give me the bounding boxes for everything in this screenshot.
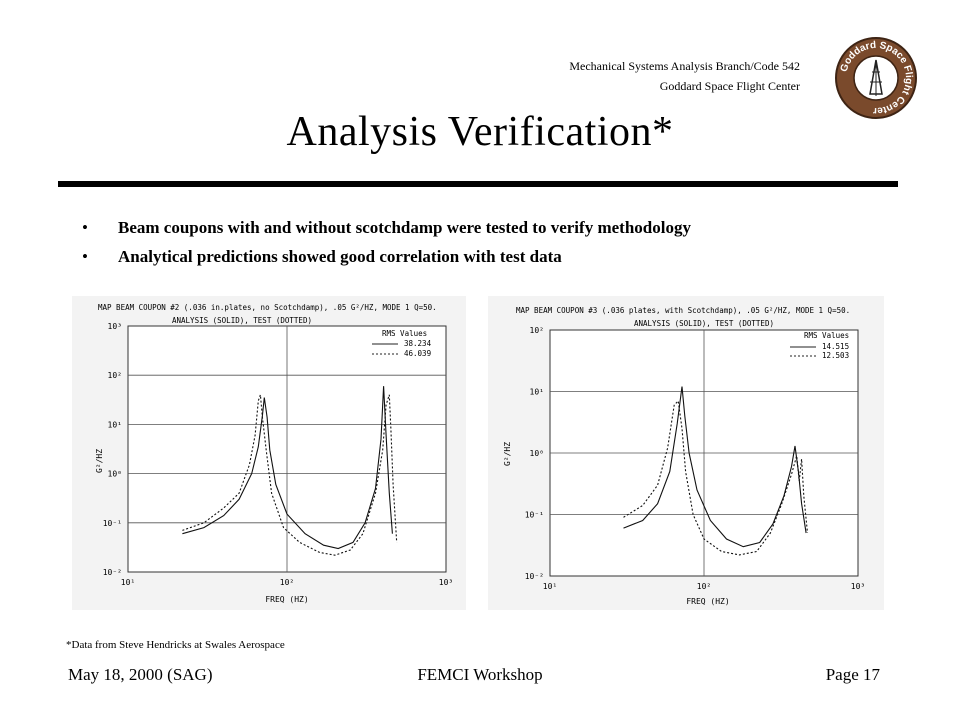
y-tick-label: 10³ — [108, 322, 122, 331]
title-rule — [58, 181, 898, 187]
chart-subtitle: ANALYSIS (SOLID), TEST (DOTTED) — [172, 316, 312, 325]
x-axis-label: FREQ (HZ) — [686, 597, 729, 606]
y-axis-label: G²/HZ — [95, 449, 104, 473]
center-name: Goddard Space Flight Center — [659, 79, 800, 93]
x-tick-label: 10² — [280, 578, 294, 587]
bullet-item: • Beam coupons with and without scotchdam… — [82, 216, 691, 240]
y-tick-label: 10¹ — [530, 388, 544, 397]
x-tick-label: 10³ — [439, 578, 453, 587]
x-tick-label: 10³ — [851, 582, 865, 591]
chart-title: MAP BEAM COUPON #2 (.036 in.plates, no S… — [98, 303, 437, 312]
bullet-item: • Analytical predictions showed good corr… — [82, 245, 562, 269]
y-tick-label: 10⁻¹ — [525, 511, 544, 520]
chart-coupon-2: MAP BEAM COUPON #2 (.036 in.plates, no S… — [72, 296, 466, 610]
chart-svg: MAP BEAM COUPON #2 (.036 in.plates, no S… — [95, 303, 453, 604]
y-tick-label: 10⁻² — [103, 568, 122, 577]
branch-name: Mechanical Systems Analysis Branch/Code … — [569, 59, 800, 73]
y-tick-label: 10² — [108, 371, 122, 380]
legend-title: RMS Values — [804, 331, 849, 340]
bullet-dot: • — [82, 247, 88, 266]
footnote: *Data from Steve Hendricks at Swales Aer… — [66, 639, 285, 651]
x-tick-label: 10¹ — [543, 582, 557, 591]
footer-date: May 18, 2000 (SAG) — [68, 665, 213, 684]
footer-page-number: Page 17 — [825, 665, 880, 684]
y-tick-label: 10⁻² — [525, 572, 544, 581]
y-tick-label: 10⁰ — [108, 470, 122, 479]
x-tick-label: 10² — [697, 582, 711, 591]
chart-subtitle: ANALYSIS (SOLID), TEST (DOTTED) — [634, 319, 774, 328]
series-line-dotted — [623, 399, 809, 556]
chart-svg: MAP BEAM COUPON #3 (.036 plates, with Sc… — [503, 306, 865, 606]
series-line-solid — [182, 386, 393, 550]
x-tick-label: 10¹ — [121, 578, 135, 587]
y-axis-label: G²/HZ — [503, 442, 512, 466]
y-tick-label: 10⁰ — [530, 449, 544, 458]
bullet-dot: • — [82, 218, 88, 237]
chart-coupon-3: MAP BEAM COUPON #3 (.036 plates, with Sc… — [488, 296, 884, 610]
legend-label: 14.515 — [822, 342, 849, 351]
series-line-dotted — [182, 394, 398, 556]
x-axis-label: FREQ (HZ) — [265, 595, 308, 604]
bullet-text: Beam coupons with and without scotchdamp… — [118, 218, 691, 237]
page-title: Analysis Verification* — [286, 109, 674, 155]
gsfc-logo: Goddard Space Flight Center — [834, 36, 918, 120]
legend-label: 12.503 — [822, 351, 849, 360]
series-line-solid — [623, 386, 807, 548]
y-tick-label: 10¹ — [108, 420, 122, 429]
chart-title: MAP BEAM COUPON #3 (.036 plates, with Sc… — [516, 306, 850, 315]
y-tick-label: 10² — [530, 326, 544, 335]
legend-label: 46.039 — [404, 349, 431, 358]
bullet-text: Analytical predictions showed good corre… — [118, 247, 562, 266]
y-tick-label: 10⁻¹ — [103, 519, 122, 528]
legend-label: 38.234 — [404, 339, 432, 348]
footer-event: FEMCI Workshop — [417, 665, 543, 684]
legend-title: RMS Values — [382, 329, 427, 338]
